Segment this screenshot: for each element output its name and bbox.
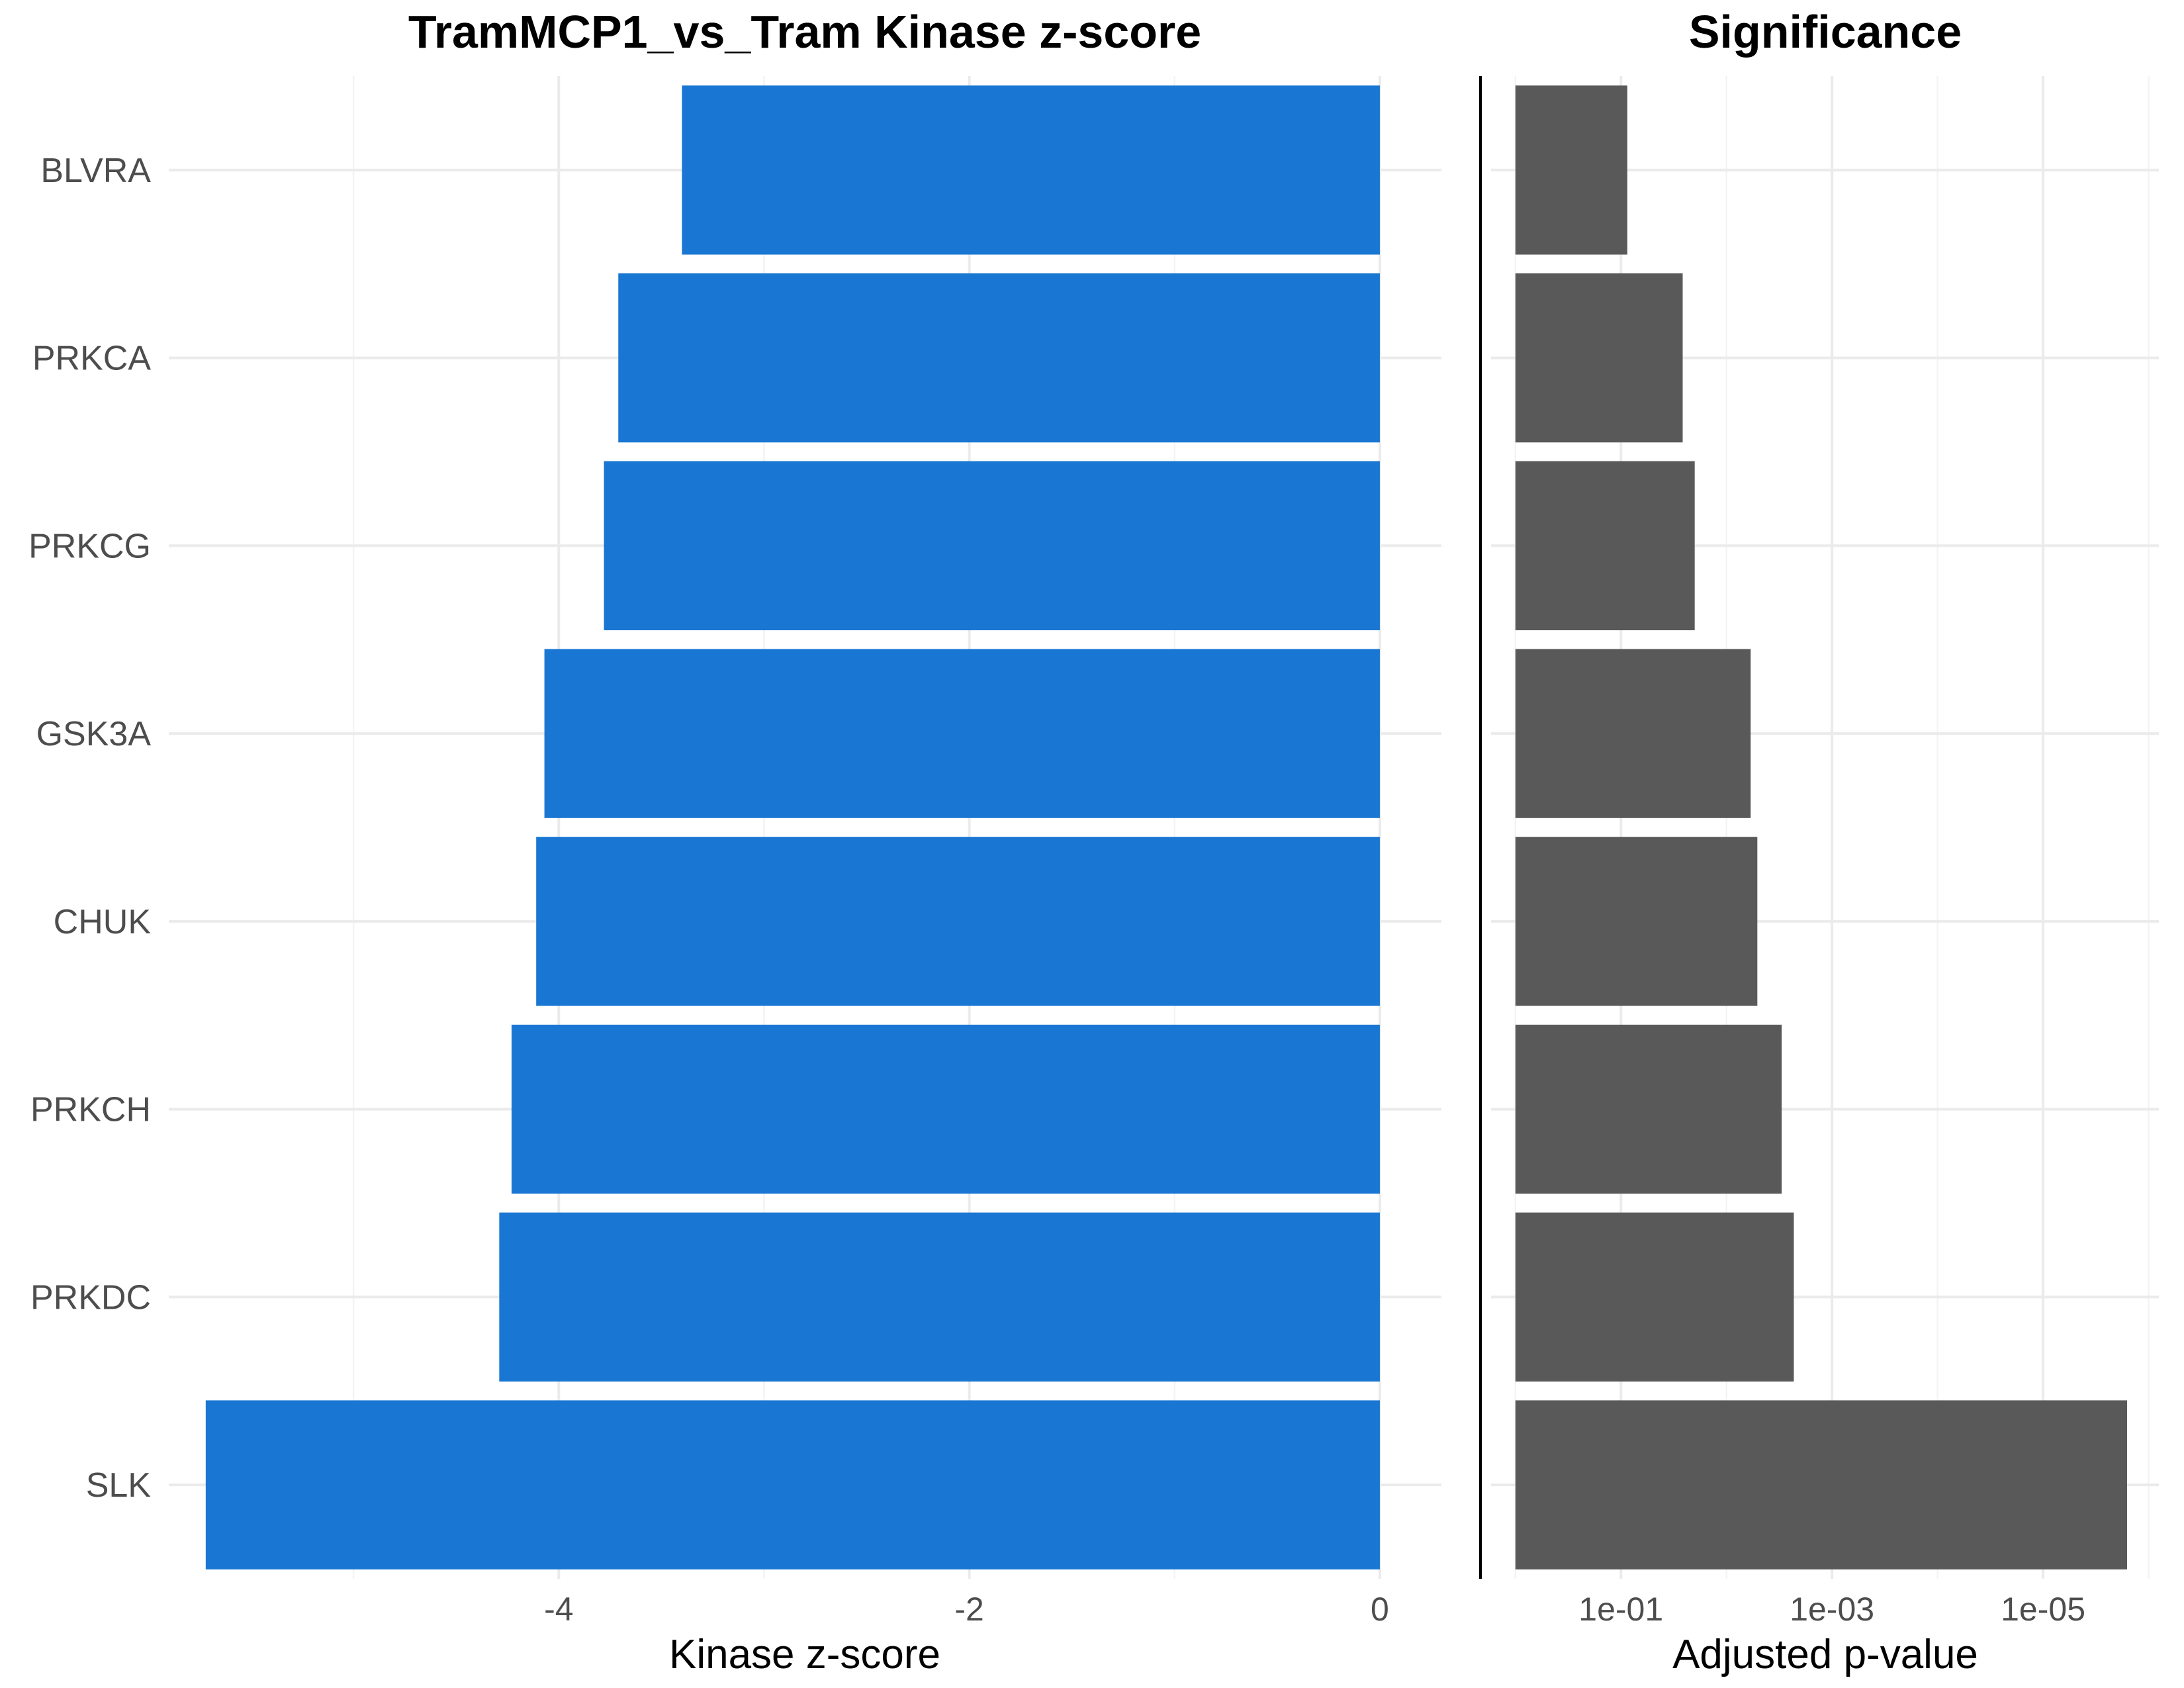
zscore-x-tick-label: -4 <box>544 1591 573 1628</box>
significance-bar <box>1515 461 1695 631</box>
zscore-bar <box>536 837 1380 1006</box>
kinase-label: SLK <box>86 1466 152 1505</box>
significance-bars <box>1515 85 2127 1570</box>
kinase-label: PRKDC <box>30 1278 151 1317</box>
significance-bar <box>1515 85 1627 255</box>
zscore-x-ticks: -4 -2 0 <box>544 1591 1389 1628</box>
significance-bar <box>1515 837 1758 1006</box>
zscore-bar <box>682 85 1380 255</box>
kinase-label: BLVRA <box>40 152 151 190</box>
kinase-label: CHUK <box>54 903 152 941</box>
significance-panel: 1e-01 1e-03 1e-05 Significance Adjusted p-… <box>1491 6 2159 1677</box>
significance-bar <box>1515 1024 1782 1194</box>
zscore-bars <box>205 85 1380 1570</box>
significance-bar <box>1515 1400 2127 1570</box>
significance-x-ticks: 1e-01 1e-03 1e-05 <box>1578 1591 2085 1628</box>
kinase-label: PRKCH <box>30 1091 151 1129</box>
significance-bar <box>1515 1212 1794 1382</box>
zscore-bar <box>618 273 1380 443</box>
significance-x-tick-label: 1e-05 <box>2001 1591 2085 1628</box>
significance-bar <box>1515 273 1683 443</box>
kinase-label: PRKCG <box>28 527 151 565</box>
zscore-chart-title: TramMCP1_vs_Tram Kinase z-score <box>408 6 1201 58</box>
zscore-bar <box>604 461 1380 631</box>
significance-chart-title: Significance <box>1689 6 1962 58</box>
zscore-bar <box>499 1212 1380 1382</box>
zscore-x-tick-label: -2 <box>954 1591 983 1628</box>
kinase-label: PRKCA <box>32 340 151 378</box>
kinase-labels: BLVRA PRKCA PRKCG GSK3A CHUK PRKCH PRKDC SLK <box>28 152 151 1505</box>
significance-x-tick-label: 1e-01 <box>1578 1591 1663 1628</box>
zscore-bar <box>544 649 1380 818</box>
zscore-panel: -4 -2 0 BLVRA PRKCA PRKCG GSK3A CHUK PRKCH PRKDC… <box>28 6 1441 1677</box>
kinase-label: GSK3A <box>36 715 152 753</box>
zscore-x-axis-title: Kinase z-score <box>669 1632 940 1677</box>
zscore-bar <box>511 1024 1380 1194</box>
zscore-x-tick-label: 0 <box>1371 1591 1389 1628</box>
zscore-bar <box>205 1400 1380 1570</box>
significance-x-tick-label: 1e-03 <box>1790 1591 1874 1628</box>
significance-x-axis-title: Adjusted p-value <box>1672 1632 1978 1677</box>
significance-bar <box>1515 649 1751 818</box>
